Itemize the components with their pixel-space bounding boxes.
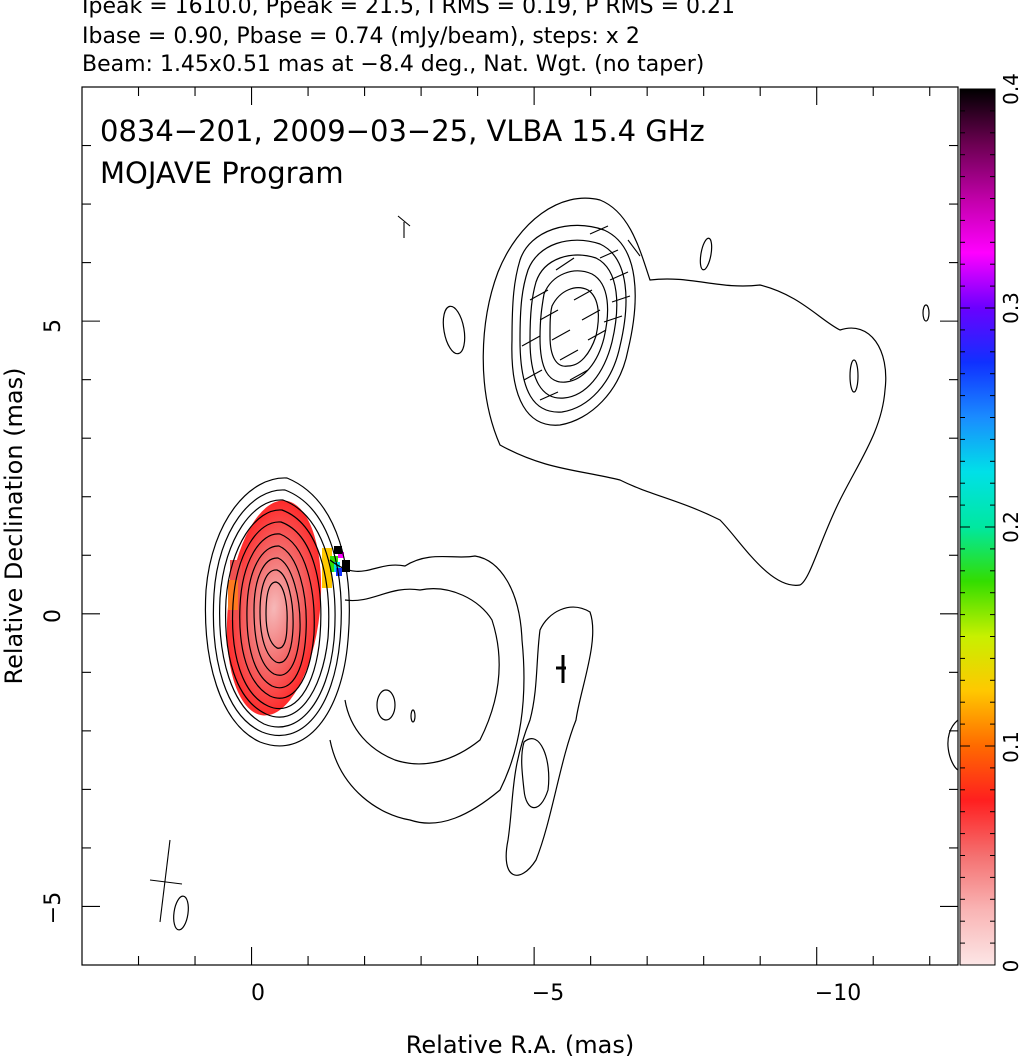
plot-frame bbox=[81, 86, 959, 966]
y-axis-ticks bbox=[82, 144, 958, 908]
polarized-intensity-patch bbox=[226, 500, 350, 716]
x-tick-label-1: −5 bbox=[532, 981, 564, 1006]
knot-contours bbox=[511, 224, 636, 426]
chart-title-line-1: 0834−201, 2009−03−25, VLBA 15.4 GHz bbox=[100, 114, 705, 148]
x-axis-label: Relative R.A. (mas) bbox=[406, 1031, 634, 1059]
colorbar-label-0: 0 bbox=[999, 960, 1021, 973]
header-line-3: Beam: 1.45x0.51 mas at −8.4 deg., Nat. W… bbox=[82, 52, 705, 77]
x-axis-ticks bbox=[137, 87, 931, 965]
colorbar-label-2: 0.2 bbox=[999, 511, 1021, 543]
colorbar-ticks bbox=[960, 88, 995, 966]
header-line-2: Ibase = 0.90, Pbase = 0.74 (mJy/beam), s… bbox=[82, 24, 640, 49]
y-tick-label-0: −5 bbox=[41, 892, 66, 924]
x-tick-label-0: 0 bbox=[251, 981, 265, 1006]
colorbar-label-3: 0.3 bbox=[999, 292, 1021, 324]
colorbar-label-1: 0.1 bbox=[999, 731, 1021, 763]
x-tick-label-2: −10 bbox=[815, 981, 861, 1006]
y-tick-label-1: 0 bbox=[41, 609, 66, 623]
colorbar-label-4: 0.4 bbox=[999, 73, 1021, 105]
map-content bbox=[149, 197, 958, 931]
chart-title-line-2: MOJAVE Program bbox=[100, 156, 344, 190]
core-contours bbox=[204, 477, 350, 747]
header-line-1: Ipeak = 1610.0, Ppeak = 21.5, I RMS = 0.… bbox=[82, 0, 735, 19]
y-tick-label-2: 5 bbox=[41, 319, 66, 333]
y-axis-label: Relative Declination (mas) bbox=[0, 367, 28, 684]
evpa-vectors bbox=[149, 215, 641, 923]
jet-contours bbox=[173, 197, 958, 931]
